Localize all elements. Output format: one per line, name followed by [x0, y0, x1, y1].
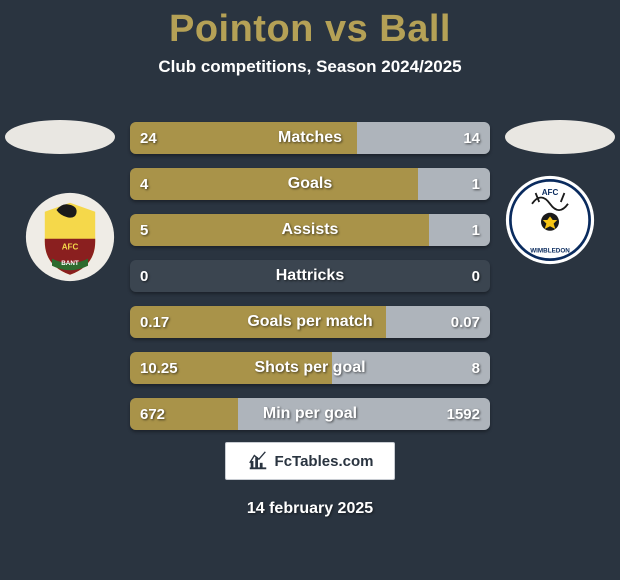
subtitle: Club competitions, Season 2024/2025	[0, 57, 620, 77]
stat-bar-left	[130, 306, 386, 338]
shadow-oval-right	[505, 120, 615, 154]
stat-bar-left	[130, 168, 418, 200]
stat-label: Hattricks	[130, 260, 490, 292]
stat-bar-right	[386, 306, 490, 338]
stat-row: 0 0Hattricks	[130, 260, 490, 292]
stat-bar-right	[332, 352, 490, 384]
stat-bar-left	[130, 214, 429, 246]
stat-val-left: 0	[140, 260, 148, 292]
fctables-logo[interactable]: FcTables.com	[225, 442, 395, 480]
stat-row: 2414Matches	[130, 122, 490, 154]
stat-row: 0.170.07Goals per match	[130, 306, 490, 338]
stat-row: 6721592Min per goal	[130, 398, 490, 430]
chart-icon	[247, 450, 269, 472]
stat-bar-right	[429, 214, 490, 246]
stat-bars: 2414Matches 41Goals 51Assists 0 0Hattricks 0.…	[130, 122, 490, 444]
stat-row: 10.258Shots per goal	[130, 352, 490, 384]
svg-text:WIMBLEDON: WIMBLEDON	[530, 247, 570, 254]
player-right-name: Ball	[379, 8, 451, 50]
stat-row: 41Goals	[130, 168, 490, 200]
team-left-badge: BC AFC BANT	[25, 192, 115, 282]
stat-bar-left	[130, 122, 357, 154]
stat-bar-left	[130, 398, 238, 430]
svg-text:BC: BC	[56, 220, 85, 242]
date-text: 14 february 2025	[0, 500, 620, 518]
team-right-badge: AFC WIMBLEDON	[505, 175, 595, 265]
svg-text:AFC: AFC	[62, 243, 79, 252]
player-left-name: Pointon	[169, 8, 314, 50]
stat-bar-right	[418, 168, 490, 200]
stat-row: 51Assists	[130, 214, 490, 246]
comparison-title: Pointon vs Ball	[0, 0, 620, 51]
svg-text:AFC: AFC	[542, 188, 559, 197]
stat-val-right: 0	[472, 260, 480, 292]
svg-text:BANT: BANT	[61, 260, 79, 267]
team-right-badge-svg: AFC WIMBLEDON	[505, 175, 595, 265]
team-left-badge-svg: BC AFC BANT	[25, 192, 115, 282]
stat-bar-right	[357, 122, 490, 154]
logo-text: FcTables.com	[275, 453, 374, 470]
stat-bar-left	[130, 352, 332, 384]
vs-text: vs	[325, 8, 368, 50]
stat-bar-right	[238, 398, 490, 430]
shadow-oval-left	[5, 120, 115, 154]
